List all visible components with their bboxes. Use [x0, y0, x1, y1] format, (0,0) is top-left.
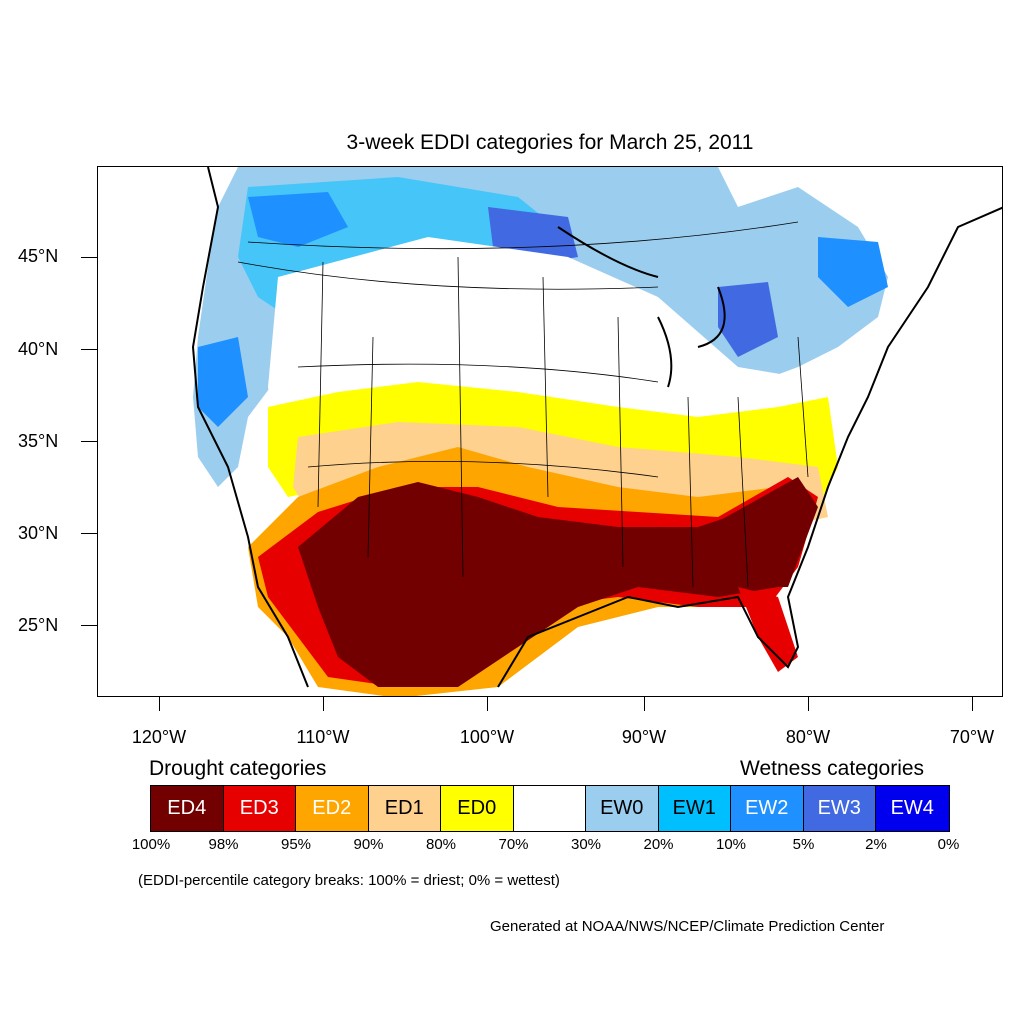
ed4-region	[298, 482, 798, 687]
break-label: 5%	[792, 836, 815, 853]
break-label: 30%	[570, 836, 602, 853]
legend-cell-ed3: ED3	[223, 786, 296, 831]
florida-ed3	[738, 587, 798, 672]
break-label: 10%	[715, 836, 747, 853]
break-label: 20%	[643, 836, 674, 853]
lon-label-90: 90°W	[621, 727, 667, 747]
legend-cell-ew1: EW1	[658, 786, 731, 831]
legend-cell-ed4: ED4	[151, 786, 224, 831]
legend-cell-neutral	[513, 786, 586, 831]
lat-label-45: 45°N	[18, 246, 59, 266]
eddi-map-svg	[191, 167, 1002, 696]
wetness-core-northwest	[248, 192, 348, 247]
lat-tick	[81, 441, 97, 442]
break-label: 0%	[937, 836, 960, 853]
legend-cell-ed1: ED1	[368, 786, 441, 831]
eddi-map	[97, 166, 1003, 697]
lon-label-80: 80°W	[785, 727, 831, 747]
lat-label-30: 30°N	[18, 523, 59, 543]
legend-cell-ew4: EW4	[876, 786, 949, 831]
lon-label-110: 110°W	[296, 727, 350, 747]
lon-tick	[159, 697, 160, 711]
break-label: 98%	[208, 836, 239, 853]
wetness-heading: Wetness categories	[740, 757, 925, 780]
wetness-core-northeast	[818, 237, 888, 307]
lat-label-40: 40°N	[18, 339, 59, 359]
break-label: 80%	[425, 836, 457, 853]
map-title: 3-week EDDI categories for March 25, 201…	[346, 131, 754, 154]
lat-tick	[81, 533, 97, 534]
lon-tick	[323, 697, 324, 711]
lon-tick	[808, 697, 809, 711]
neutral-region	[268, 237, 838, 467]
lon-label-120: 120°W	[131, 727, 187, 747]
break-label: 70%	[498, 836, 529, 853]
lat-tick	[81, 349, 97, 350]
coastlines	[191, 167, 1002, 688]
break-label: 90%	[353, 836, 384, 853]
state-boundaries	[237, 221, 809, 588]
lat-tick	[81, 625, 97, 626]
wetness-core-greatlakes	[718, 282, 778, 357]
legend-cell-ed2: ED2	[296, 786, 369, 831]
legend-cell-ed0: ED0	[441, 786, 514, 831]
lon-tick	[972, 697, 973, 711]
break-label: 95%	[280, 836, 312, 853]
lon-label-70: 70°W	[949, 727, 995, 747]
break-label: 100%	[131, 836, 171, 853]
break-label: 2%	[865, 836, 887, 853]
lat-label-35: 35°N	[18, 431, 59, 451]
lat-label-25: 25°N	[18, 615, 59, 635]
drought-heading: Drought categories	[149, 757, 327, 780]
lon-tick	[487, 697, 488, 711]
ed4-southeast	[708, 477, 818, 587]
lat-tick	[81, 257, 97, 258]
legend-cell-ew3: EW3	[803, 786, 876, 831]
category-note: (EDDI-percentile category breaks: 100% =…	[138, 872, 560, 889]
legend-cell-ew0: EW0	[586, 786, 659, 831]
lon-label-100: 100°W	[459, 727, 515, 747]
lon-tick	[644, 697, 645, 711]
credit-line: Generated at NOAA/NWS/NCEP/Climate Predi…	[490, 918, 885, 935]
legend-cell-ew2: EW2	[731, 786, 804, 831]
wetness-core-westcoast	[198, 337, 248, 427]
category-legend: ED4 ED3 ED2 ED1 ED0 EW0 EW1 EW2 EW3 EW4	[150, 785, 950, 832]
